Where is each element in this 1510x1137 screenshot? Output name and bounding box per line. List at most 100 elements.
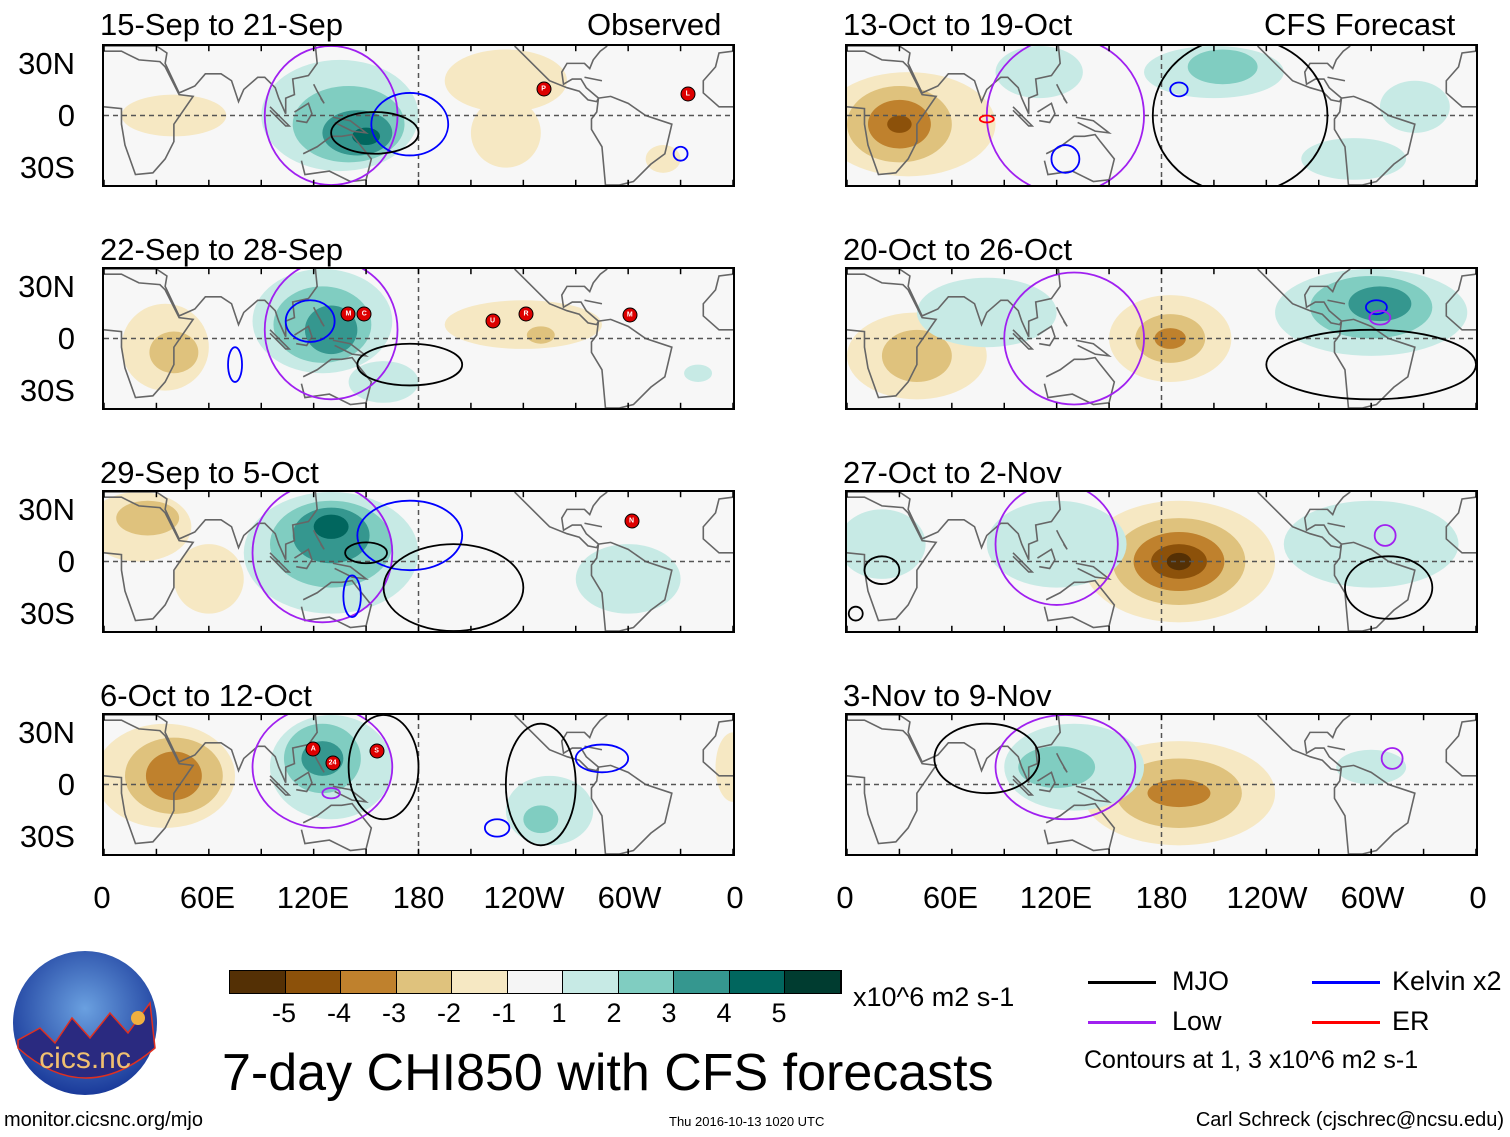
map-svg <box>847 46 1476 185</box>
wave-contour <box>849 607 863 621</box>
wave-contour <box>1004 272 1144 404</box>
coastline <box>1446 720 1476 776</box>
contour-note: Contours at 1, 3 x10^6 m2 s-1 <box>1084 1046 1419 1074</box>
wave-contour <box>506 724 576 846</box>
anomaly-shading <box>313 514 349 539</box>
colorbar-swatch <box>785 971 841 993</box>
colorbar-label: -3 <box>381 998 407 1028</box>
lon-label: 60E <box>179 880 236 915</box>
lon-label: 60E <box>922 880 979 915</box>
coastline <box>333 340 366 356</box>
coastline <box>294 772 311 791</box>
coastline <box>333 117 366 133</box>
coastline <box>1044 804 1114 851</box>
anomaly-shading <box>526 326 555 344</box>
coastline <box>333 786 366 802</box>
wave-contour <box>1266 330 1476 400</box>
lon-label: 0 <box>1469 880 1487 915</box>
lat-label: 30S <box>19 819 75 854</box>
map-svg <box>847 715 1476 854</box>
wave-contour <box>343 575 360 617</box>
tropical-cyclone-icon: C <box>356 306 372 322</box>
coastline <box>1258 269 1351 325</box>
map-panel <box>845 267 1478 410</box>
coastline <box>270 776 289 795</box>
wave-contour <box>286 300 335 342</box>
panel-title: 13-Oct to 19-Oct <box>843 7 1073 42</box>
coastline <box>847 492 1060 560</box>
footer-timestamp: Thu 2016-10-13 1020 UTC <box>669 1114 825 1129</box>
lon-label: 0 <box>836 880 854 915</box>
anomaly-shading <box>145 751 202 801</box>
lat-label: 30S <box>19 596 75 631</box>
coastline <box>1044 358 1114 405</box>
wave-contour <box>345 542 387 563</box>
coastline <box>294 103 311 122</box>
logo-text: cics.nc <box>39 1042 131 1075</box>
map-svg <box>104 492 733 631</box>
map-panel <box>845 490 1478 633</box>
coastline <box>584 77 601 80</box>
colorbar-swatch <box>341 971 397 993</box>
coastline <box>1258 46 1351 102</box>
footer-url[interactable]: monitor.cicsnc.org/mjo <box>4 1109 203 1131</box>
legend-label-mjo: MJO <box>1172 966 1229 996</box>
colorbar-label: 1 <box>551 998 567 1028</box>
coastline <box>515 46 608 102</box>
wave-contour <box>1051 145 1079 173</box>
lon-label: 120E <box>276 880 350 915</box>
lat-label: 30N <box>18 46 75 81</box>
lat-label: 0 <box>57 767 75 802</box>
coastline <box>1446 497 1476 553</box>
wave-contour <box>1153 46 1328 185</box>
wave-contour <box>674 147 688 161</box>
coastline <box>1446 274 1476 330</box>
wave-contour <box>253 492 393 622</box>
observed-label: Observed <box>587 7 722 42</box>
colorbar-label: 5 <box>771 998 787 1028</box>
anomaly-shading <box>470 98 541 168</box>
coastline <box>104 269 317 337</box>
anomaly-shading <box>1379 80 1450 133</box>
lon-label: 120W <box>483 880 565 915</box>
wave-contour <box>996 492 1118 605</box>
coastline <box>104 492 317 560</box>
anomaly-shading <box>444 300 602 349</box>
colorbar-label: 3 <box>661 998 677 1028</box>
lon-label: 60W <box>1340 880 1405 915</box>
coastline <box>1334 96 1414 185</box>
coastline <box>1013 776 1032 795</box>
coastline <box>1076 117 1109 133</box>
coastline <box>1057 753 1067 772</box>
coastline <box>104 46 317 114</box>
anomaly-shading <box>1154 328 1186 349</box>
wave-contour <box>384 544 524 631</box>
lat-label: 30S <box>19 373 75 408</box>
coastline <box>270 330 289 349</box>
colorbar-swatch <box>729 971 785 993</box>
wave-contour <box>322 788 339 798</box>
wave-contour <box>996 715 1136 819</box>
lon-label: 180 <box>392 880 445 915</box>
coastline <box>314 84 324 103</box>
map-panel: A 24 S <box>102 713 735 856</box>
lon-label: 120W <box>1226 880 1308 915</box>
coastline <box>104 274 193 397</box>
wave-contour <box>357 501 462 571</box>
colorbar-label: 4 <box>716 998 732 1028</box>
wave-contour <box>864 556 899 584</box>
legend-line-er <box>1312 1021 1380 1024</box>
tropical-cyclone-icon: S <box>369 743 385 759</box>
wave-contour <box>980 116 994 123</box>
anomaly-shading <box>116 500 180 536</box>
colorbar-swatch <box>507 971 563 993</box>
colorbar-label: -5 <box>271 998 297 1028</box>
coastline <box>1258 492 1351 548</box>
lat-label: 0 <box>57 544 75 579</box>
map-svg <box>104 269 733 408</box>
coastline <box>104 51 193 174</box>
anomaly-shading <box>1166 552 1192 571</box>
coastline <box>1044 581 1114 628</box>
colorbar-units: x10^6 m2 s-1 <box>853 982 1015 1012</box>
coastline <box>847 51 936 174</box>
